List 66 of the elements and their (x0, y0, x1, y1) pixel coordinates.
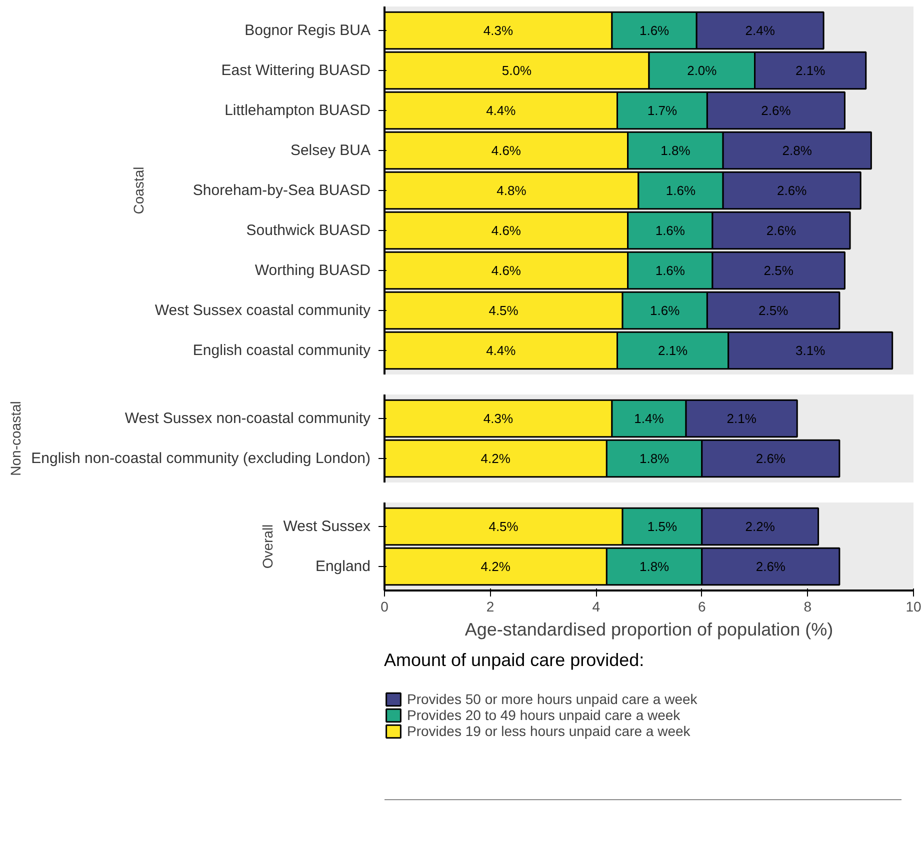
y-tick-label: English coastal community (192, 342, 371, 359)
y-tick-label: Bognor Regis BUA (244, 22, 371, 39)
x-tick-label: 2 (486, 598, 494, 614)
y-tick-label: West Sussex coastal community (154, 302, 371, 319)
data-label: 2.6% (756, 451, 786, 466)
data-label: 2.4% (745, 23, 776, 38)
y-tick-label: England (315, 558, 371, 575)
x-tick-label: 10 (906, 598, 922, 614)
data-label: 1.4% (634, 411, 664, 426)
x-axis-title: Age-standardised proportion of population (%) (464, 620, 834, 640)
data-label: 2.6% (766, 223, 797, 238)
data-label: 5.0% (502, 63, 532, 78)
legend-label: Provides 19 or less hours unpaid care a week (407, 723, 690, 739)
y-tick-label: Southwick BUASD (246, 222, 371, 239)
data-label: 1.6% (639, 23, 670, 38)
x-tick-label: 8 (804, 598, 812, 614)
data-label: 2.1% (796, 63, 826, 78)
data-label: 1.7% (647, 103, 678, 118)
legend-label: Provides 50 or more hours unpaid care a week (407, 691, 698, 707)
y-tick-label: West Sussex non-coastal community (124, 410, 371, 427)
data-label: 1.6% (655, 223, 686, 238)
y-tick-label: Worthing BUASD (254, 262, 371, 279)
legend-title: Amount of unpaid care provided: (384, 650, 646, 671)
data-label: 2.6% (756, 559, 786, 574)
x-tick-label: 4 (592, 598, 600, 614)
data-label: 1.8% (639, 559, 670, 574)
data-label: 4.6% (491, 223, 522, 238)
text: Non-coastal (8, 401, 24, 476)
data-label: 4.4% (486, 343, 516, 358)
data-label: 4.3% (483, 411, 514, 426)
data-label: 4.3% (483, 23, 514, 38)
data-label: 4.4% (486, 103, 516, 118)
data-label: 1.6% (650, 303, 680, 318)
data-label: 4.2% (480, 451, 511, 466)
data-label: 2.5% (758, 303, 789, 318)
data-label: 2.2% (745, 519, 776, 534)
data-label: 1.5% (647, 519, 678, 534)
x-tick-label: 0 (380, 598, 389, 614)
x-tick-label: 6 (698, 598, 706, 614)
data-label: 2.8% (782, 143, 812, 158)
y-tick-label: East Wittering BUASD (221, 62, 371, 79)
data-label: 1.6% (655, 263, 686, 278)
data-label: 4.5% (488, 519, 519, 534)
data-label: 2.6% (777, 183, 808, 198)
data-label: 2.1% (658, 343, 688, 358)
y-tick-label: Selsey BUA (290, 142, 371, 159)
legend-label: Provides 20 to 49 hours unpaid care a week (407, 707, 680, 723)
data-label: 4.5% (488, 303, 519, 318)
data-label: 2.1% (726, 411, 757, 426)
data-label: 1.8% (639, 451, 670, 466)
data-label: 4.2% (480, 559, 511, 574)
y-tick-label: West Sussex (283, 518, 371, 535)
text: Coastal (130, 166, 146, 214)
data-label: 4.8% (496, 183, 527, 198)
data-label: 2.6% (761, 103, 792, 118)
data-label: 2.0% (687, 63, 718, 78)
data-label: 1.8% (660, 143, 691, 158)
y-tick-label: Shoreham-by-Sea BUASD (192, 182, 371, 199)
y-tick-label: English non-coastal community (excluding London) (31, 450, 371, 467)
data-label: 1.6% (666, 183, 696, 198)
data-label: 4.6% (491, 263, 522, 278)
data-label: 4.6% (491, 143, 522, 158)
data-label: 3.1% (796, 343, 826, 358)
text: Overall (260, 524, 276, 569)
data-label: 2.5% (764, 263, 794, 278)
y-tick-label: Littlehampton BUASD (224, 102, 371, 119)
